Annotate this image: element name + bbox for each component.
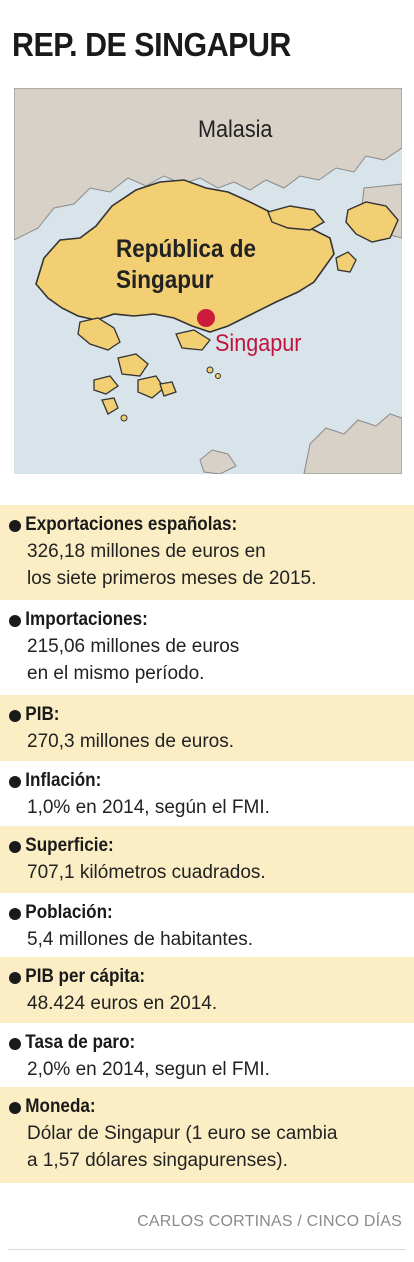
island-southern-1 xyxy=(117,353,149,377)
fact-label: Exportaciones españolas: xyxy=(25,514,238,535)
bullet-icon xyxy=(9,615,21,627)
map: Malasia República de Singapur Singapur xyxy=(14,88,402,474)
label-republica-line1: República de xyxy=(116,235,257,263)
map-graphic xyxy=(14,88,402,474)
label-republica-line2: Singapur xyxy=(116,266,214,294)
fact-text: 215,06 millones de euros en el mismo per… xyxy=(27,636,240,684)
island-jurong xyxy=(77,317,121,351)
fact-inflacion: Inflación: 1,0% en 2014, según el FMI. xyxy=(0,761,414,826)
bullet-icon xyxy=(9,908,21,920)
fact-text: 326,18 millones de euros en los siete pr… xyxy=(27,541,317,589)
fact-exportaciones: Exportaciones españolas: 326,18 millones… xyxy=(0,505,414,600)
fact-label: Importaciones: xyxy=(25,609,148,630)
island-sentosa xyxy=(175,329,211,351)
fact-text: 48.424 euros en 2014. xyxy=(27,993,218,1014)
fact-label: Población: xyxy=(25,902,113,923)
malaysia-land xyxy=(14,88,402,241)
bullet-icon xyxy=(9,1102,21,1114)
indonesia-land xyxy=(303,413,402,474)
label-malasia: Malasia xyxy=(198,116,273,143)
bullet-icon xyxy=(9,776,21,788)
islet xyxy=(120,414,128,422)
island-east-small xyxy=(335,251,357,273)
fact-label: Inflación: xyxy=(25,770,102,791)
bullet-icon xyxy=(9,972,21,984)
bullet-icon xyxy=(9,710,21,722)
fact-label: Tasa de paro: xyxy=(25,1032,136,1053)
label-capital: Singapur xyxy=(215,330,302,357)
fact-label: Superficie: xyxy=(25,835,114,856)
bullet-icon xyxy=(9,1038,21,1050)
fact-text: 2,0% en 2014, segun el FMI. xyxy=(27,1059,270,1080)
island-southern-3 xyxy=(93,375,119,395)
fact-text: Dólar de Singapur (1 euro se cambia a 1,… xyxy=(27,1123,338,1171)
fact-importaciones: Importaciones: 215,06 millones de euros … xyxy=(0,600,414,695)
singapore-main-island xyxy=(35,179,335,333)
fact-tasa-de-paro: Tasa de paro: 2,0% en 2014, segun el FMI… xyxy=(0,1023,414,1087)
divider xyxy=(8,1249,406,1250)
fact-pib: PIB: 270,3 millones de euros. xyxy=(0,695,414,761)
islet xyxy=(215,373,221,379)
island-southern-2 xyxy=(137,375,165,399)
island-southern-5 xyxy=(159,381,177,397)
fact-moneda: Moneda: Dólar de Singapur (1 euro se cam… xyxy=(0,1087,414,1183)
fact-text: 707,1 kilómetros cuadrados. xyxy=(27,862,266,883)
fact-label: PIB: xyxy=(25,704,60,725)
facts-list: Exportaciones españolas: 326,18 millones… xyxy=(0,505,414,1183)
islet xyxy=(206,366,214,374)
fact-pib-per-capita: PIB per cápita: 48.424 euros en 2014. xyxy=(0,957,414,1023)
island-tekong xyxy=(267,205,326,231)
fact-label: PIB per cápita: xyxy=(25,966,146,987)
bullet-icon xyxy=(9,841,21,853)
page-title: REP. DE SINGAPUR xyxy=(12,26,291,63)
island-ubin xyxy=(345,201,399,243)
bullet-icon xyxy=(9,520,21,532)
fact-label: Moneda: xyxy=(25,1096,96,1117)
fact-text: 270,3 millones de euros. xyxy=(27,731,235,752)
fact-poblacion: Población: 5,4 millones de habitantes. xyxy=(0,893,414,957)
label-republica: República de Singapur xyxy=(116,234,256,296)
capital-marker xyxy=(197,309,215,327)
fact-text: 1,0% en 2014, según el FMI. xyxy=(27,797,270,818)
credit: CARLOS CORTINAS / CINCO DÍAS xyxy=(137,1213,402,1230)
fact-superficie: Superficie: 707,1 kilómetros cuadrados. xyxy=(0,826,414,893)
island-southern-4 xyxy=(101,397,119,415)
indonesia-islet xyxy=(199,449,237,474)
fact-text: 5,4 millones de habitantes. xyxy=(27,929,254,950)
